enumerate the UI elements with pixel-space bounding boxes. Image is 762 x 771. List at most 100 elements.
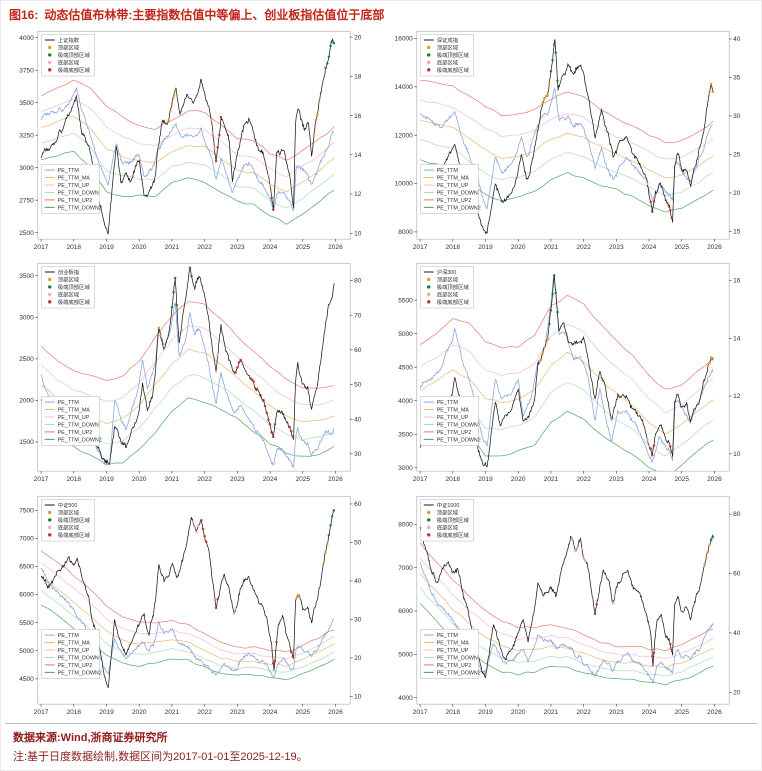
dot-top <box>543 346 546 350</box>
svg-text:70: 70 <box>354 313 362 320</box>
y-axis-right: 10 12 14 16 18 20 <box>350 34 362 237</box>
dot-extreme_bottom <box>239 359 242 362</box>
dot-extreme_bottom <box>216 146 219 149</box>
dot-extreme_bottom <box>273 423 277 426</box>
svg-text:PE_TTM_MA: PE_TTM_MA <box>437 640 470 646</box>
dot-extreme_bottom <box>237 361 241 364</box>
svg-text:极端底部区域: 极端底部区域 <box>58 66 91 74</box>
svg-text:2026: 2026 <box>328 709 343 716</box>
svg-text:10000: 10000 <box>395 181 414 188</box>
svg-text:2500: 2500 <box>19 356 34 363</box>
dot-extreme_bottom <box>236 366 239 370</box>
dot-extreme_bottom <box>670 216 674 220</box>
dot-top <box>322 560 326 563</box>
svg-text:20: 20 <box>354 655 362 662</box>
dot-extreme_bottom <box>651 210 654 214</box>
dot-bottom <box>646 438 649 442</box>
dot-extreme_bottom <box>290 650 293 654</box>
dot-top <box>538 360 541 364</box>
dot-top <box>314 118 318 122</box>
svg-text:40: 40 <box>733 36 741 43</box>
svg-text:PE_TTM_UP: PE_TTM_UP <box>58 415 90 421</box>
region-dots <box>541 43 715 220</box>
svg-text:2500: 2500 <box>19 230 34 237</box>
legend-pe-bands: PE_TTMPE_TTM_MAPE_TTM_UPPE_TTM_DOWNPE_TT… <box>41 396 102 447</box>
legend-pe-bands: PE_TTMPE_TTM_MAPE_TTM_UPPE_TTM_DOWNPE_TT… <box>420 628 481 679</box>
dot-extreme_bottom <box>667 204 670 207</box>
svg-text:PE_TTM_DOWN: PE_TTM_DOWN <box>437 423 478 429</box>
dot-extreme_bottom <box>270 431 273 435</box>
dot-extreme_bottom <box>268 423 272 426</box>
svg-text:2020: 2020 <box>132 709 147 716</box>
dot-extreme_bottom <box>649 200 652 204</box>
dot-extreme_bottom <box>669 209 672 212</box>
svg-text:20: 20 <box>733 190 741 197</box>
charts-grid: 2017 2018 2019 2020 2021 2022 2023 2024 2025 2026… <box>1 24 761 721</box>
svg-text:2026: 2026 <box>707 244 722 251</box>
svg-text:PE_TTM_UP2: PE_TTM_UP2 <box>437 663 472 669</box>
svg-text:2026: 2026 <box>707 709 722 716</box>
dot-extreme_top <box>552 274 556 278</box>
dot-extreme_bottom <box>216 597 219 601</box>
svg-text:PE_TTM_DOWN2: PE_TTM_DOWN2 <box>437 438 481 444</box>
y-axis-right: 15 20 25 30 35 40 <box>729 36 741 236</box>
dot-top <box>173 89 177 93</box>
dot-extreme_bottom <box>219 115 223 119</box>
svg-text:PE_TTM_MA: PE_TTM_MA <box>437 408 470 414</box>
region-dots <box>538 274 715 457</box>
dot-bottom <box>572 544 576 547</box>
svg-text:极端顶部区域: 极端顶部区域 <box>58 516 91 524</box>
chart-sse-composite: 2017 2018 2019 2020 2021 2022 2023 2024 2025 2026… <box>19 30 362 251</box>
dot-top <box>175 94 179 97</box>
dot-extreme_top <box>329 44 332 48</box>
legend-pe-bands: PE_TTMPE_TTM_MAPE_TTM_UPPE_TTM_DOWNPE_TT… <box>420 164 481 214</box>
svg-text:3500: 3500 <box>19 273 34 280</box>
svg-text:18: 18 <box>354 74 362 81</box>
svg-text:2017: 2017 <box>34 244 49 251</box>
svg-text:2023: 2023 <box>230 244 245 251</box>
svg-text:底部区域: 底部区域 <box>437 58 459 66</box>
plot-border <box>416 495 730 705</box>
dot-bottom <box>267 173 270 177</box>
plot-border <box>416 30 730 240</box>
svg-text:16: 16 <box>354 113 362 120</box>
svg-text:1500: 1500 <box>19 440 34 447</box>
dot-extreme_bottom <box>255 388 259 391</box>
dot-extreme_bottom <box>218 133 221 137</box>
svg-text:2024: 2024 <box>642 476 657 483</box>
dot-extreme_bottom <box>669 445 672 449</box>
svg-text:3750: 3750 <box>19 67 34 74</box>
legend-pe-bands: PE_TTMPE_TTM_MAPE_TTM_UPPE_TTM_DOWNPE_TT… <box>420 396 481 447</box>
svg-text:2018: 2018 <box>66 709 81 716</box>
svg-text:2018: 2018 <box>66 476 81 483</box>
svg-text:2026: 2026 <box>328 244 343 251</box>
svg-text:2023: 2023 <box>609 244 624 251</box>
svg-text:10: 10 <box>354 693 362 700</box>
dot-top <box>169 110 172 113</box>
y-axis-right: 20 40 60 80 <box>729 511 741 696</box>
svg-text:30: 30 <box>354 616 362 623</box>
dot-top <box>709 82 713 86</box>
dot-bottom <box>234 607 237 610</box>
dot-top <box>705 556 708 559</box>
series-up2 <box>419 542 714 651</box>
dot-extreme_bottom <box>651 654 654 658</box>
svg-text:2021: 2021 <box>544 244 559 251</box>
dot-top <box>711 90 715 93</box>
svg-text:极端底部区域: 极端底部区域 <box>437 298 470 306</box>
svg-text:4000: 4000 <box>398 398 413 405</box>
y-axis-right: 30 40 50 60 70 80 <box>350 278 362 458</box>
dot-extreme_top <box>556 311 559 314</box>
dot-top <box>317 100 321 104</box>
series-up <box>419 557 714 659</box>
svg-text:PE_TTM: PE_TTM <box>58 168 80 174</box>
svg-text:2026: 2026 <box>328 476 343 483</box>
dot-extreme_top <box>326 62 329 65</box>
series-pe-ttm <box>419 86 713 210</box>
dot-top <box>324 550 327 553</box>
svg-text:16000: 16000 <box>395 36 414 43</box>
svg-text:20: 20 <box>733 689 741 696</box>
region-dots <box>157 266 295 439</box>
